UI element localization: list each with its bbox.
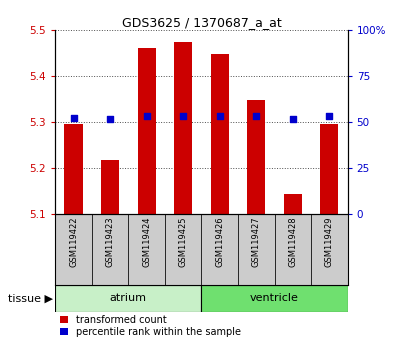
Bar	[320, 124, 339, 214]
Text: GSM119429: GSM119429	[325, 216, 334, 267]
Point	[70, 116, 77, 121]
Bar	[55, 214, 92, 285]
Point	[107, 116, 113, 122]
Bar	[128, 214, 165, 285]
Bar	[201, 214, 238, 285]
Bar	[211, 54, 229, 214]
Text: GSM119427: GSM119427	[252, 216, 261, 267]
Point	[326, 113, 333, 119]
Point	[180, 113, 186, 119]
Point	[290, 116, 296, 122]
Bar	[201, 285, 348, 312]
Bar	[101, 160, 119, 214]
Bar	[165, 214, 201, 285]
Text: GSM119423: GSM119423	[105, 216, 115, 267]
Bar	[275, 214, 311, 285]
Point	[143, 113, 150, 119]
Bar	[92, 214, 128, 285]
Title: GDS3625 / 1370687_a_at: GDS3625 / 1370687_a_at	[122, 16, 281, 29]
Point	[216, 113, 223, 119]
Bar	[64, 124, 83, 214]
Bar	[247, 100, 265, 214]
Text: GSM119422: GSM119422	[69, 216, 78, 267]
Bar	[137, 47, 156, 214]
Legend: transformed count, percentile rank within the sample: transformed count, percentile rank withi…	[60, 315, 241, 337]
Bar	[284, 194, 302, 214]
Text: GSM119425: GSM119425	[179, 216, 188, 267]
Bar	[55, 285, 201, 312]
Bar	[311, 214, 348, 285]
Text: GSM119424: GSM119424	[142, 216, 151, 267]
Point	[253, 113, 260, 119]
Bar	[174, 42, 192, 214]
Text: GSM119428: GSM119428	[288, 216, 297, 267]
Text: atrium: atrium	[110, 293, 147, 303]
Text: ventricle: ventricle	[250, 293, 299, 303]
Text: GSM119426: GSM119426	[215, 216, 224, 267]
Text: tissue ▶: tissue ▶	[8, 293, 53, 303]
Bar	[238, 214, 275, 285]
